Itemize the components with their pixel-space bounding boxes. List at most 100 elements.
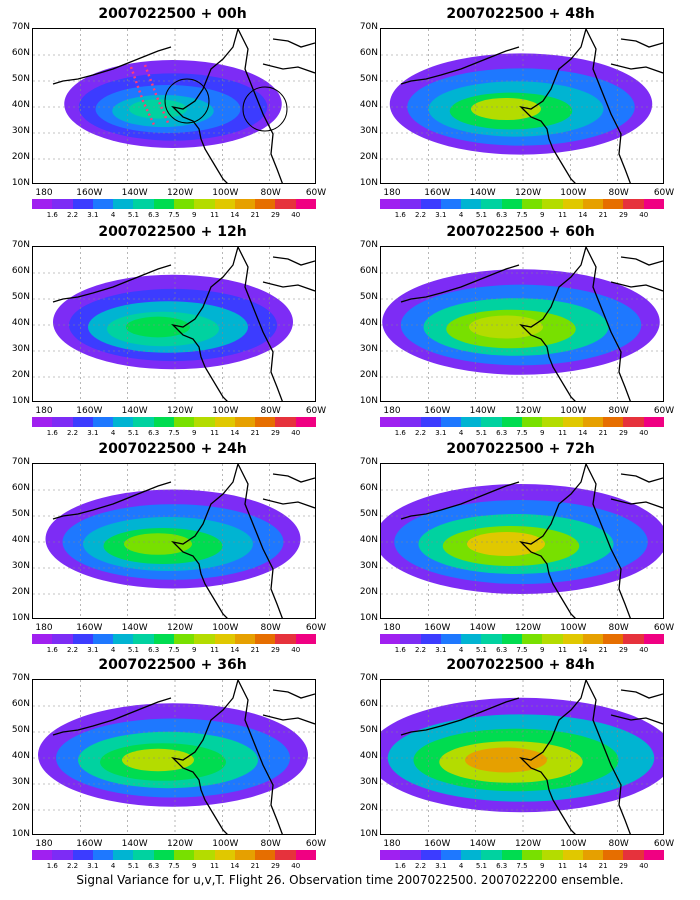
colorbar-swatch xyxy=(501,199,522,209)
colorbar-label: 3.1 xyxy=(435,211,447,219)
variance-map xyxy=(32,463,316,619)
colorbar-label: 21 xyxy=(598,862,608,870)
colorbar-swatch xyxy=(521,199,543,209)
colorbar-swatch xyxy=(275,199,296,209)
colorbar-swatch xyxy=(234,634,256,644)
x-tick-label: 60W xyxy=(305,188,327,198)
y-tick-label: 60N xyxy=(11,48,30,58)
colorbar-label: 3.1 xyxy=(87,211,99,219)
colorbar-swatch xyxy=(380,417,401,427)
colorbar-swatch xyxy=(194,199,215,209)
colorbar-swatch xyxy=(113,634,134,644)
y-tick-label: 30N xyxy=(11,344,30,354)
colorbar-label: 6.3 xyxy=(148,862,160,870)
x-tick-label: 80W xyxy=(608,188,629,198)
colorbar-label: 40 xyxy=(639,646,649,654)
colorbar-label: 11 xyxy=(558,646,568,654)
colorbar-swatch xyxy=(173,417,195,427)
y-tick-label: 60N xyxy=(11,266,30,276)
y-tick-label: 70N xyxy=(11,457,30,467)
colorbar-swatch xyxy=(481,199,502,209)
x-tick-label: 160W xyxy=(424,623,451,633)
colorbar-label: 3.1 xyxy=(435,646,447,654)
y-tick-label: 40N xyxy=(11,100,30,110)
colorbar-label: 3.1 xyxy=(435,862,447,870)
colorbar-label: 29 xyxy=(270,429,280,437)
y-tick-label: 50N xyxy=(359,292,378,302)
colorbar-label: 3.1 xyxy=(87,429,99,437)
colorbar-swatch xyxy=(440,850,462,860)
colorbar-label: 29 xyxy=(270,646,280,654)
colorbar-swatch xyxy=(643,850,664,860)
colorbar-swatch xyxy=(173,850,195,860)
colorbar-label: 5.1 xyxy=(127,862,139,870)
colorbar-swatch xyxy=(255,417,276,427)
x-tick-label: 160W xyxy=(76,406,103,416)
x-tick-label: 180 xyxy=(35,623,53,633)
y-tick-label: 50N xyxy=(359,509,378,519)
colorbar-label: 4 xyxy=(110,862,116,870)
colorbar-swatch xyxy=(623,199,644,209)
colorbar-label: 7.5 xyxy=(516,429,528,437)
colorbar-swatch xyxy=(542,417,563,427)
colorbar-label: 11 xyxy=(558,211,568,219)
colorbar-swatch xyxy=(521,850,543,860)
coastline xyxy=(400,247,663,401)
y-tick-label: 70N xyxy=(11,240,30,250)
x-tick-label: 120W xyxy=(166,188,194,198)
colorbar-label: 9 xyxy=(540,211,545,219)
colorbar-label: 6.3 xyxy=(496,211,508,219)
colorbar-swatch xyxy=(52,634,73,644)
x-tick-label: 60W xyxy=(305,623,327,633)
variance-map xyxy=(380,463,664,619)
colorbar-swatch xyxy=(440,417,462,427)
colorbar-swatch xyxy=(521,417,543,427)
variance-map xyxy=(380,28,664,184)
colorbar-swatch xyxy=(542,199,563,209)
colorbar-label: 9 xyxy=(192,429,197,437)
colorbar-swatch xyxy=(461,634,482,644)
colorbar-label: 1.6 xyxy=(46,429,58,437)
colorbar-swatch xyxy=(380,850,401,860)
colorbar-swatch xyxy=(173,199,195,209)
colorbar-label: 6.3 xyxy=(496,646,508,654)
colorbar xyxy=(32,850,316,860)
x-tick-label: 100W xyxy=(560,406,587,416)
y-tick-label: 40N xyxy=(11,535,30,545)
x-tick-label: 140W xyxy=(469,406,496,416)
colorbar-swatch xyxy=(133,634,154,644)
colorbar-swatch xyxy=(72,634,93,644)
x-tick-label: 180 xyxy=(383,839,401,849)
x-tick-label: 120W xyxy=(166,406,194,416)
colorbar-label: 11 xyxy=(210,646,220,654)
colorbar-label: 40 xyxy=(639,862,649,870)
variance-map xyxy=(32,679,316,835)
map-panel: 2007022500 + 60h 70N 60N 50N 40N 30N 20N 10N 180… xyxy=(348,224,693,442)
y-tick-label: 30N xyxy=(359,344,378,354)
colorbar-label: 7.5 xyxy=(168,646,180,654)
coastline xyxy=(400,680,663,834)
colorbar-label: 6.3 xyxy=(148,646,160,654)
colorbar-swatch xyxy=(113,417,134,427)
colorbar-label: 21 xyxy=(598,646,608,654)
y-tick-label: 50N xyxy=(11,725,30,735)
y-tick-label: 30N xyxy=(11,777,30,787)
y-tick-label: 10N xyxy=(11,396,30,406)
x-tick-label: 160W xyxy=(424,406,451,416)
coastline xyxy=(52,29,315,183)
colorbar-swatch xyxy=(32,634,53,644)
colorbar-label: 4 xyxy=(110,646,116,654)
colorbar-swatch xyxy=(562,634,583,644)
colorbar-label: 7.5 xyxy=(516,646,528,654)
colorbar-label: 21 xyxy=(598,211,608,219)
y-tick-label: 10N xyxy=(359,829,378,839)
colorbar-swatch xyxy=(295,417,316,427)
colorbar-swatch xyxy=(275,417,296,427)
x-tick-label: 60W xyxy=(653,623,675,633)
colorbar-swatch xyxy=(562,417,583,427)
colorbar-swatch xyxy=(92,634,114,644)
colorbar-swatch xyxy=(194,417,215,427)
colorbar-label: 5.1 xyxy=(127,429,139,437)
colorbar xyxy=(380,634,664,644)
colorbar-swatch xyxy=(295,199,316,209)
